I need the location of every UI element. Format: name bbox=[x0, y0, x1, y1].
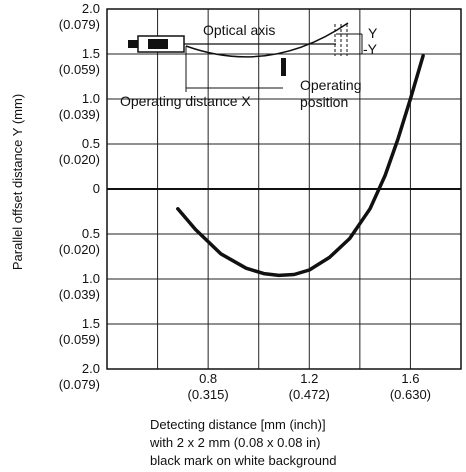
y-tick-sublabel: (0.039) bbox=[59, 287, 100, 302]
y-tick-sublabel: (0.020) bbox=[59, 152, 100, 167]
y-tick-sublabel: (0.079) bbox=[59, 17, 100, 32]
y-tick-label: 0.5 bbox=[82, 136, 100, 151]
operating-distance-label: Operating distance X bbox=[120, 93, 251, 109]
operating-position-label-1: Operating bbox=[300, 77, 361, 93]
y-tick-label: 1.0 bbox=[82, 91, 100, 106]
series-layer bbox=[176, 54, 425, 278]
y-tick-sublabel: (0.059) bbox=[59, 332, 100, 347]
y-tick-sublabel: (0.059) bbox=[59, 62, 100, 77]
y-tick-sublabel: (0.079) bbox=[59, 377, 100, 392]
x-tick-label: 0.8 bbox=[199, 371, 217, 386]
y-tick-label: 1.5 bbox=[82, 46, 100, 61]
sensor-head-icon bbox=[148, 39, 168, 49]
y-tick-label: 1.5 bbox=[82, 316, 100, 331]
y-tick-label: 0 bbox=[93, 181, 100, 196]
x-axis-caption: Detecting distance [mm (inch)] with 2 x … bbox=[150, 416, 410, 470]
y-tick-label: 2.0 bbox=[82, 361, 100, 376]
x-tick-sublabel: (0.315) bbox=[188, 387, 229, 402]
series-line bbox=[176, 54, 425, 278]
x-axis-note-2: black mark on white background bbox=[150, 453, 337, 468]
x-axis-note-1: with 2 x 2 mm (0.08 x 0.08 in) bbox=[150, 435, 321, 450]
chart-axes bbox=[106, 8, 462, 370]
sensor-cable-icon bbox=[128, 40, 138, 48]
neg-y-label: -Y bbox=[363, 41, 378, 57]
y-tick-label: 0.5 bbox=[82, 226, 100, 241]
x-tick-labels: 0.8(0.315) 1.2(0.472) 1.6(0.630) bbox=[188, 371, 431, 402]
y-axis-title: Parallel offset distance Y (mm) bbox=[10, 94, 25, 270]
y-tick-sublabel: (0.039) bbox=[59, 107, 100, 122]
x-tick-label: 1.6 bbox=[401, 371, 419, 386]
x-tick-label: 1.2 bbox=[300, 371, 318, 386]
optical-axis-label: Optical axis bbox=[203, 22, 275, 38]
y-tick-label: 1.0 bbox=[82, 271, 100, 286]
y-tick-sublabel: (0.020) bbox=[59, 242, 100, 257]
target-mark-icon bbox=[281, 58, 286, 76]
y-label: Y bbox=[368, 25, 378, 41]
inset-detection-curve bbox=[185, 22, 349, 58]
x-axis-title: Detecting distance [mm (inch)] bbox=[150, 417, 326, 432]
sensor-inset-diagram: Optical axis Operating distance X Operat… bbox=[120, 22, 378, 110]
x-tick-sublabel: (0.630) bbox=[390, 387, 431, 402]
y-tick-label: 2.0 bbox=[82, 1, 100, 16]
operating-position-label-2: position bbox=[300, 94, 348, 110]
y-tick-labels: 2.0(0.079)1.5(0.059)1.0(0.039)0.5(0.020)… bbox=[59, 1, 100, 392]
x-tick-sublabel: (0.472) bbox=[289, 387, 330, 402]
